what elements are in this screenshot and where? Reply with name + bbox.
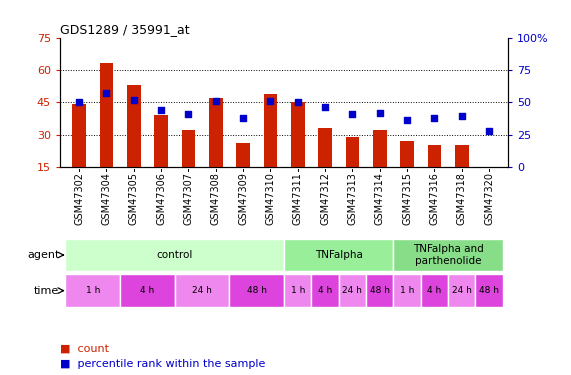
Bar	[209, 98, 223, 167]
Point	[403, 117, 412, 123]
FancyBboxPatch shape	[284, 239, 393, 271]
Text: 4 h: 4 h	[140, 286, 155, 295]
Point	[156, 107, 166, 113]
Text: GSM47316: GSM47316	[429, 172, 440, 225]
Text: ■  percentile rank within the sample: ■ percentile rank within the sample	[60, 359, 266, 369]
Point	[184, 111, 193, 117]
Point	[484, 128, 493, 134]
Point	[457, 113, 467, 119]
FancyBboxPatch shape	[393, 274, 421, 307]
FancyBboxPatch shape	[366, 274, 393, 307]
FancyBboxPatch shape	[175, 274, 230, 307]
Bar	[236, 143, 250, 167]
Text: 48 h: 48 h	[247, 286, 267, 295]
Point	[293, 99, 302, 105]
Point	[102, 90, 111, 96]
Text: GSM47311: GSM47311	[293, 172, 303, 225]
Bar	[127, 85, 140, 167]
Text: GSM47305: GSM47305	[128, 172, 139, 225]
Text: 24 h: 24 h	[452, 286, 472, 295]
Text: GDS1289 / 35991_at: GDS1289 / 35991_at	[60, 23, 190, 36]
Text: 1 h: 1 h	[86, 286, 100, 295]
Text: GSM47315: GSM47315	[402, 172, 412, 225]
Text: 48 h: 48 h	[479, 286, 499, 295]
FancyBboxPatch shape	[421, 274, 448, 307]
Point	[239, 115, 248, 121]
Bar	[428, 146, 441, 167]
FancyBboxPatch shape	[230, 274, 284, 307]
Text: GSM47318: GSM47318	[457, 172, 467, 225]
Text: 48 h: 48 h	[370, 286, 390, 295]
Bar	[154, 115, 168, 167]
FancyBboxPatch shape	[339, 274, 366, 307]
Point	[430, 115, 439, 121]
Text: GSM47312: GSM47312	[320, 172, 330, 225]
Point	[266, 98, 275, 104]
Text: 4 h: 4 h	[318, 286, 332, 295]
Bar	[345, 137, 359, 167]
Bar	[182, 130, 195, 167]
Text: ■  count: ■ count	[60, 344, 109, 354]
Text: GSM47307: GSM47307	[183, 172, 194, 225]
Text: GSM47309: GSM47309	[238, 172, 248, 225]
Text: 1 h: 1 h	[400, 286, 414, 295]
FancyBboxPatch shape	[311, 274, 339, 307]
Point	[348, 111, 357, 117]
Bar	[373, 130, 387, 167]
Text: control: control	[156, 250, 193, 260]
Text: TNFalpha and
parthenolide: TNFalpha and parthenolide	[413, 244, 484, 266]
Text: GSM47308: GSM47308	[211, 172, 221, 225]
Text: 4 h: 4 h	[427, 286, 441, 295]
Bar	[318, 128, 332, 167]
FancyBboxPatch shape	[66, 274, 120, 307]
Bar	[99, 63, 113, 167]
FancyBboxPatch shape	[448, 274, 476, 307]
Bar	[455, 146, 469, 167]
Text: TNFalpha: TNFalpha	[315, 250, 363, 260]
FancyBboxPatch shape	[284, 274, 311, 307]
Text: time: time	[34, 286, 59, 296]
Point	[75, 99, 84, 105]
Text: 24 h: 24 h	[343, 286, 363, 295]
Point	[211, 98, 220, 104]
Text: GSM47310: GSM47310	[266, 172, 275, 225]
Text: agent: agent	[27, 250, 59, 260]
Text: GSM47304: GSM47304	[102, 172, 111, 225]
FancyBboxPatch shape	[66, 239, 284, 271]
Text: GSM47320: GSM47320	[484, 172, 494, 225]
FancyBboxPatch shape	[476, 274, 502, 307]
Bar	[73, 104, 86, 167]
Bar	[400, 141, 414, 167]
Text: GSM47314: GSM47314	[375, 172, 385, 225]
FancyBboxPatch shape	[120, 274, 175, 307]
Text: 1 h: 1 h	[291, 286, 305, 295]
Point	[129, 97, 138, 103]
Text: GSM47306: GSM47306	[156, 172, 166, 225]
Point	[320, 104, 329, 110]
Text: 24 h: 24 h	[192, 286, 212, 295]
Bar	[264, 94, 278, 167]
FancyBboxPatch shape	[393, 239, 502, 271]
Text: GSM47302: GSM47302	[74, 172, 84, 225]
Point	[375, 110, 384, 116]
Bar	[291, 102, 304, 167]
Text: GSM47313: GSM47313	[347, 172, 357, 225]
